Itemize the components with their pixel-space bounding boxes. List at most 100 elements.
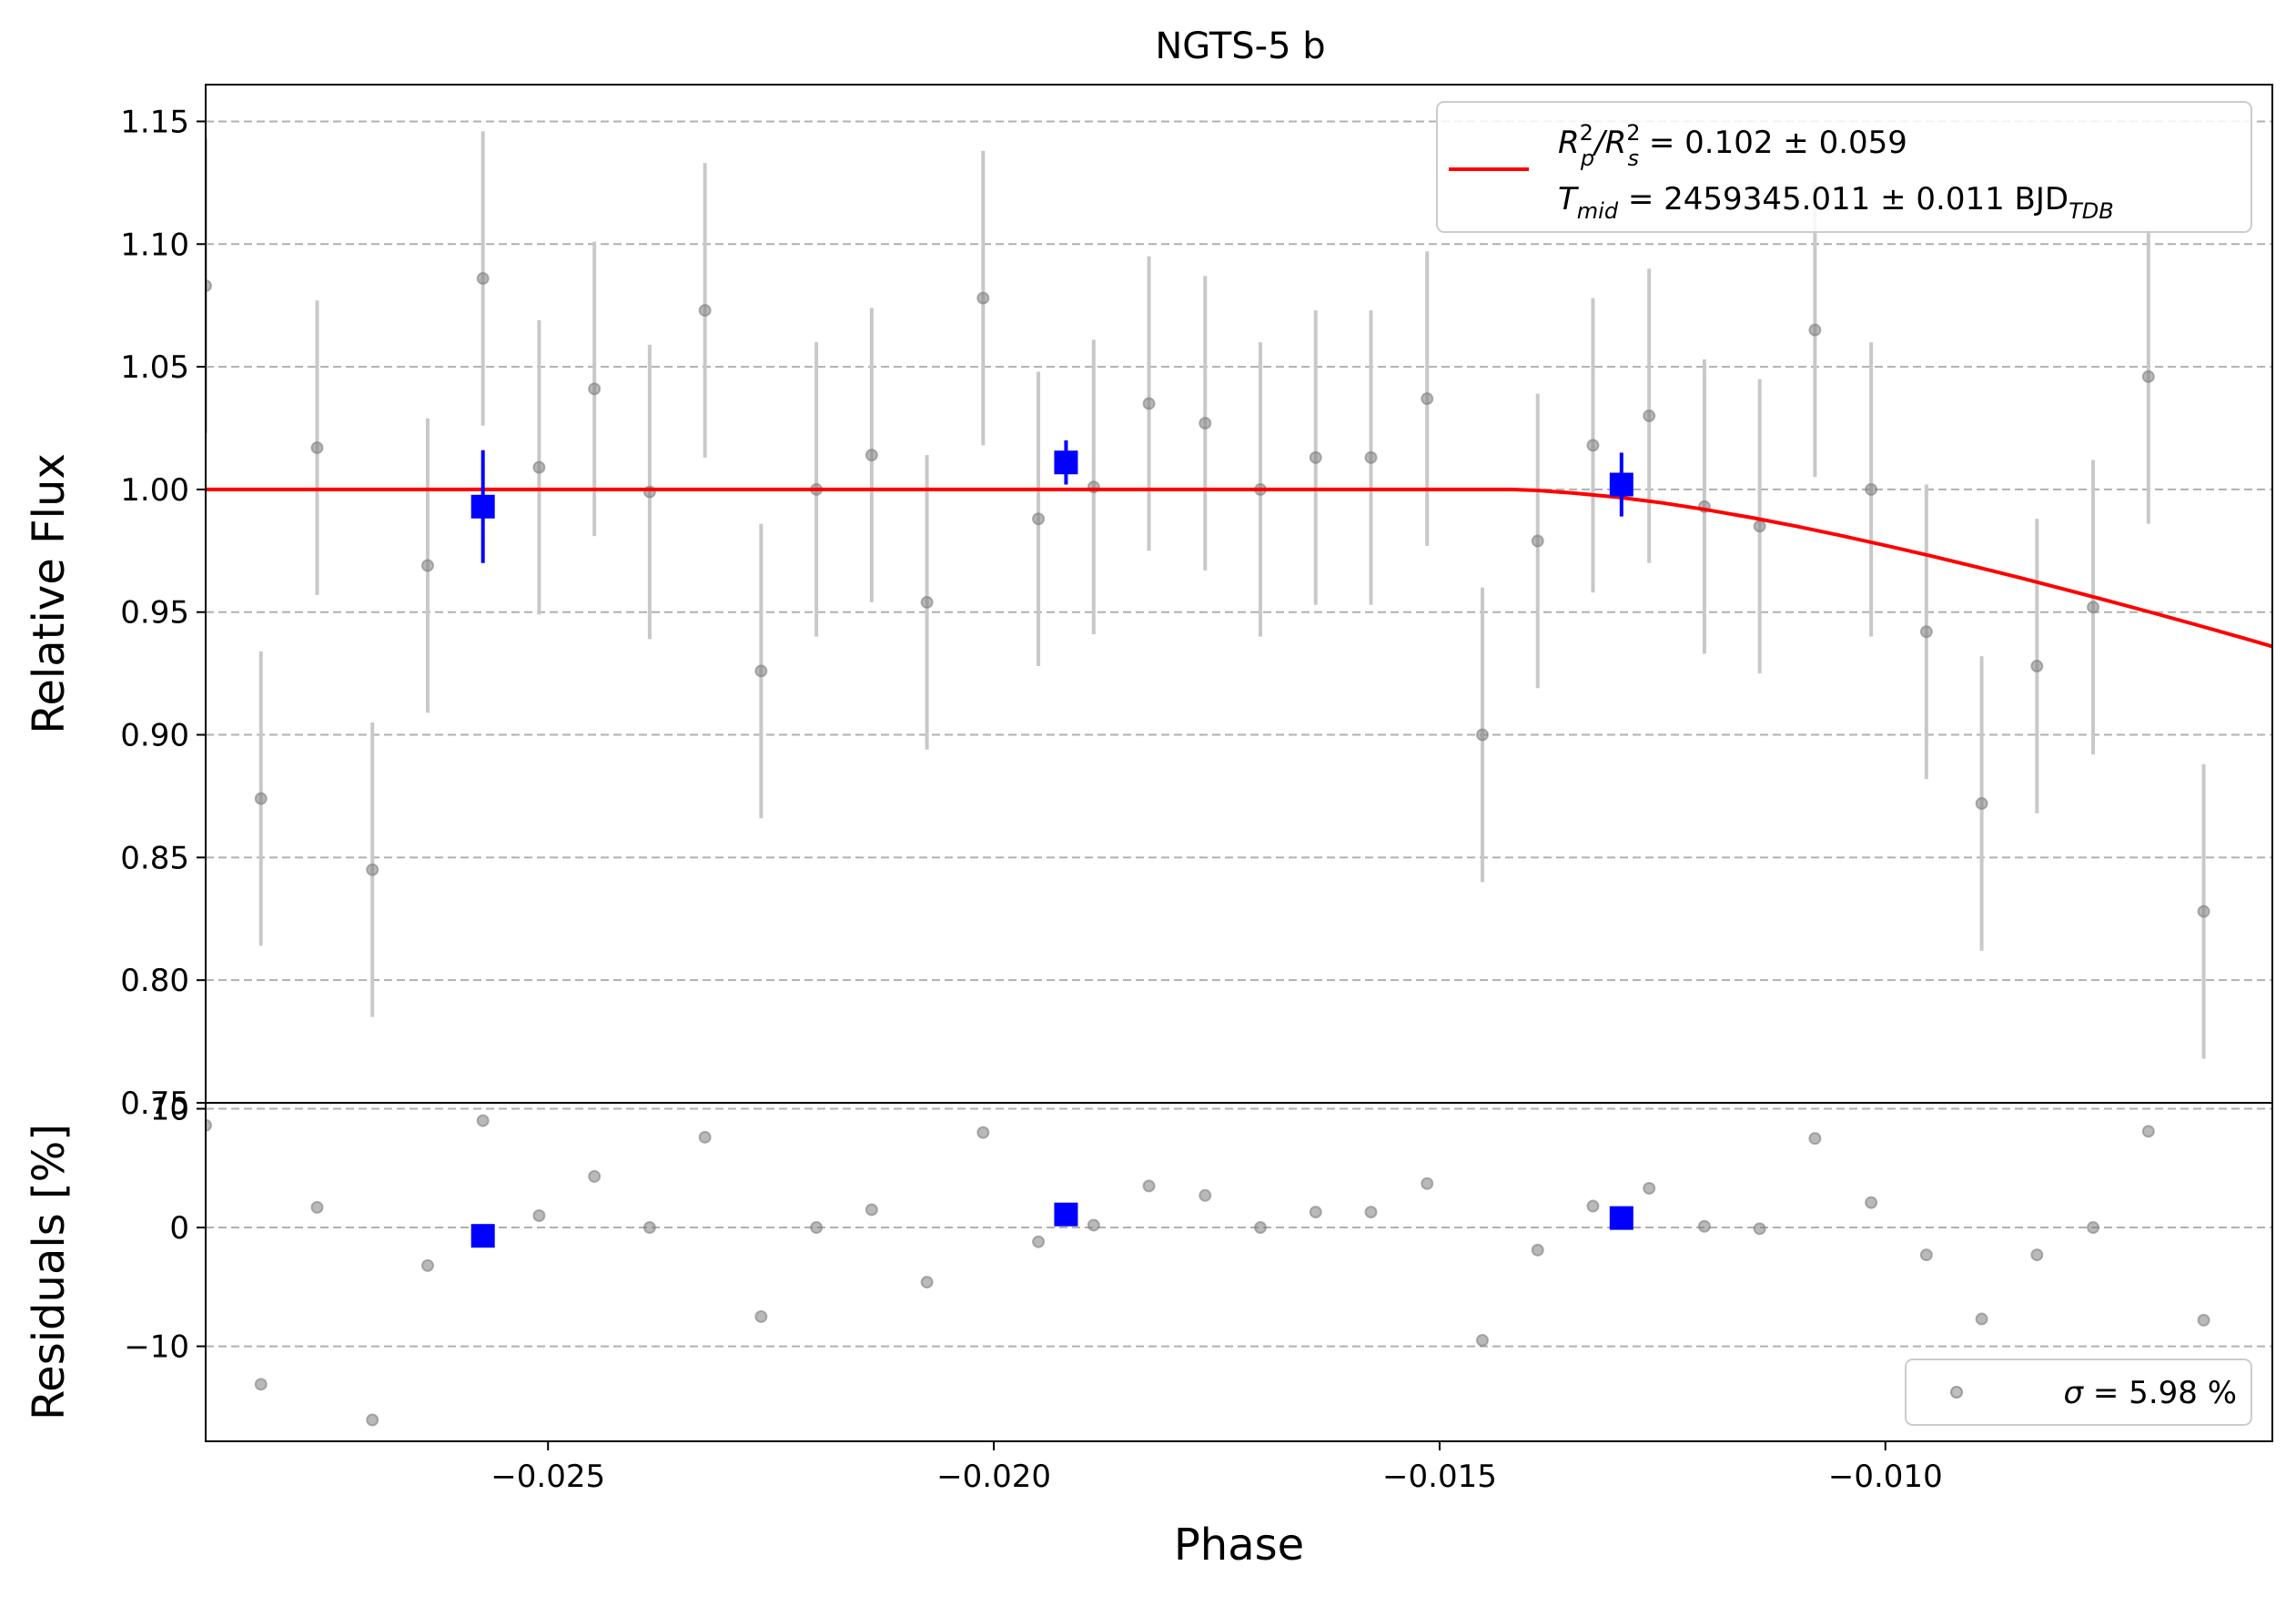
- residual-raw-point: [1865, 1196, 1878, 1209]
- residual-raw-point: [1808, 1132, 1822, 1146]
- raw-point: [1475, 728, 1489, 742]
- binned-point: [1609, 472, 1633, 497]
- raw-point: [1753, 520, 1766, 533]
- residual-raw-point: [1364, 1206, 1378, 1219]
- raw-point: [1142, 397, 1156, 410]
- residual-panel-frame: [205, 1102, 2273, 1442]
- flux-tick-label: 0.85: [120, 840, 189, 876]
- residual-raw-point: [976, 1126, 990, 1139]
- residual-raw-point: [588, 1169, 602, 1183]
- residual-raw-point: [206, 1118, 212, 1132]
- residual-raw-point: [476, 1114, 490, 1127]
- residual-raw-point: [1032, 1235, 1046, 1248]
- raw-point: [1865, 482, 1878, 496]
- depth-value: = 0.102 ± 0.059: [1639, 125, 1907, 161]
- residual-raw-point: [1919, 1248, 1933, 1262]
- x-tick-label: −0.015: [1382, 1459, 1497, 1495]
- raw-point: [1531, 534, 1544, 548]
- raw-point: [476, 272, 490, 286]
- raw-point: [1309, 450, 1322, 464]
- residual-raw-point: [310, 1200, 324, 1214]
- residual-raw-point: [1643, 1181, 1656, 1195]
- raw-point: [310, 441, 324, 455]
- model-legend-line-2: Tmid = 2459345.011 ± 0.011 BJDTDB: [1558, 181, 2114, 224]
- raw-point: [2087, 601, 2100, 614]
- residual-raw-point: [1421, 1177, 1434, 1190]
- raw-point: [865, 449, 878, 462]
- raw-point: [206, 279, 212, 293]
- residual-raw-point: [642, 1221, 656, 1235]
- residual-binned-point: [1609, 1206, 1633, 1230]
- tmid-subscript: mid: [1577, 198, 1619, 224]
- transit-model: [206, 487, 2272, 649]
- raw-point: [254, 792, 268, 805]
- residual-tick-label: −10: [124, 1329, 189, 1366]
- x-axis-title: Phase: [1174, 1520, 1304, 1571]
- raw-point: [698, 304, 712, 318]
- model-line: [206, 487, 2272, 649]
- residual-raw-point: [1531, 1243, 1544, 1257]
- residual-binned-points: [470, 1202, 1633, 1248]
- flux-tick-label: 1.00: [120, 472, 189, 509]
- rp-superscript: 2: [1580, 120, 1593, 146]
- model-legend-line-1: R2 p/R2 s = 0.102 ± 0.059: [1558, 120, 1907, 171]
- raw-point: [1808, 323, 1822, 337]
- flux-legend: R2 p/R2 s = 0.102 ± 0.059 Tmid = 2459345.0…: [1436, 101, 2252, 233]
- residual-raw-point: [1975, 1312, 1988, 1326]
- rs-symbol: /R: [1592, 125, 1626, 161]
- residual-legend: σ = 5.98 %: [1905, 1359, 2252, 1426]
- flux-binned-points: [470, 439, 1633, 563]
- residual-raw-point: [920, 1276, 934, 1289]
- flux-raw-points: [206, 272, 2210, 918]
- sigma-value: = 5.98 %: [2083, 1375, 2237, 1411]
- raw-point: [1364, 450, 1378, 464]
- rp-symbol: R: [1558, 125, 1580, 161]
- residual-tick-label: 0: [169, 1210, 189, 1247]
- residual-raw-point: [366, 1413, 379, 1427]
- flux-y-axis-title: Relative Flux: [24, 453, 75, 734]
- raw-point: [1199, 417, 1212, 430]
- flux-tick-label: 0.95: [120, 595, 189, 631]
- residual-raw-point: [1586, 1199, 1600, 1213]
- residual-raw-point: [810, 1221, 824, 1235]
- chart-title: NGTS-5 b: [1155, 25, 1325, 67]
- raw-point: [754, 664, 768, 678]
- x-ticks: −0.025 −0.020 −0.015 −0.010: [491, 1441, 1943, 1495]
- sigma-symbol: σ: [2064, 1375, 2085, 1411]
- residual-raw-point: [1697, 1219, 1711, 1233]
- raw-point: [2030, 660, 2044, 673]
- raw-point: [920, 595, 934, 609]
- raw-point: [366, 863, 379, 876]
- raw-point: [976, 291, 990, 305]
- binned-point: [1054, 450, 1078, 475]
- raw-point: [2141, 369, 2155, 383]
- x-tick-label: −0.020: [936, 1459, 1051, 1495]
- residual-binned-point: [470, 1224, 495, 1248]
- residual-raw-point: [1142, 1179, 1156, 1193]
- flux-tick-label: 1.05: [120, 349, 189, 386]
- residual-raw-point: [1475, 1334, 1489, 1348]
- raw-point: [1643, 409, 1656, 423]
- residual-legend-marker: [1950, 1386, 1963, 1399]
- flux-y-ticks: 1.15 1.10 1.05 1.00 0.95 0.90 0.85 0.80 0.75: [120, 104, 206, 1122]
- residual-legend-text: σ = 5.98 %: [2064, 1375, 2237, 1411]
- residual-tick-label: 10: [150, 1092, 189, 1128]
- rs-subscript: s: [1628, 146, 1640, 171]
- tmid-symbol: T: [1558, 181, 1579, 217]
- residual-grid: [206, 1107, 2272, 1348]
- residual-raw-point: [2087, 1221, 2100, 1235]
- residual-raw-point: [865, 1203, 878, 1217]
- raw-point: [1975, 797, 1988, 811]
- raw-point: [532, 460, 546, 474]
- residual-raw-point: [1254, 1221, 1268, 1235]
- binned-point: [470, 494, 495, 519]
- residual-y-axis-title: Residuals [%]: [24, 1124, 75, 1420]
- residual-raw-point: [2030, 1248, 2044, 1262]
- residual-binned-point: [1054, 1202, 1078, 1227]
- tmid-value: = 2459345.011 ± 0.011 BJD: [1618, 181, 2068, 217]
- residual-raw-point: [532, 1209, 546, 1222]
- flux-tick-label: 0.90: [120, 718, 189, 754]
- raw-point: [1919, 625, 1933, 639]
